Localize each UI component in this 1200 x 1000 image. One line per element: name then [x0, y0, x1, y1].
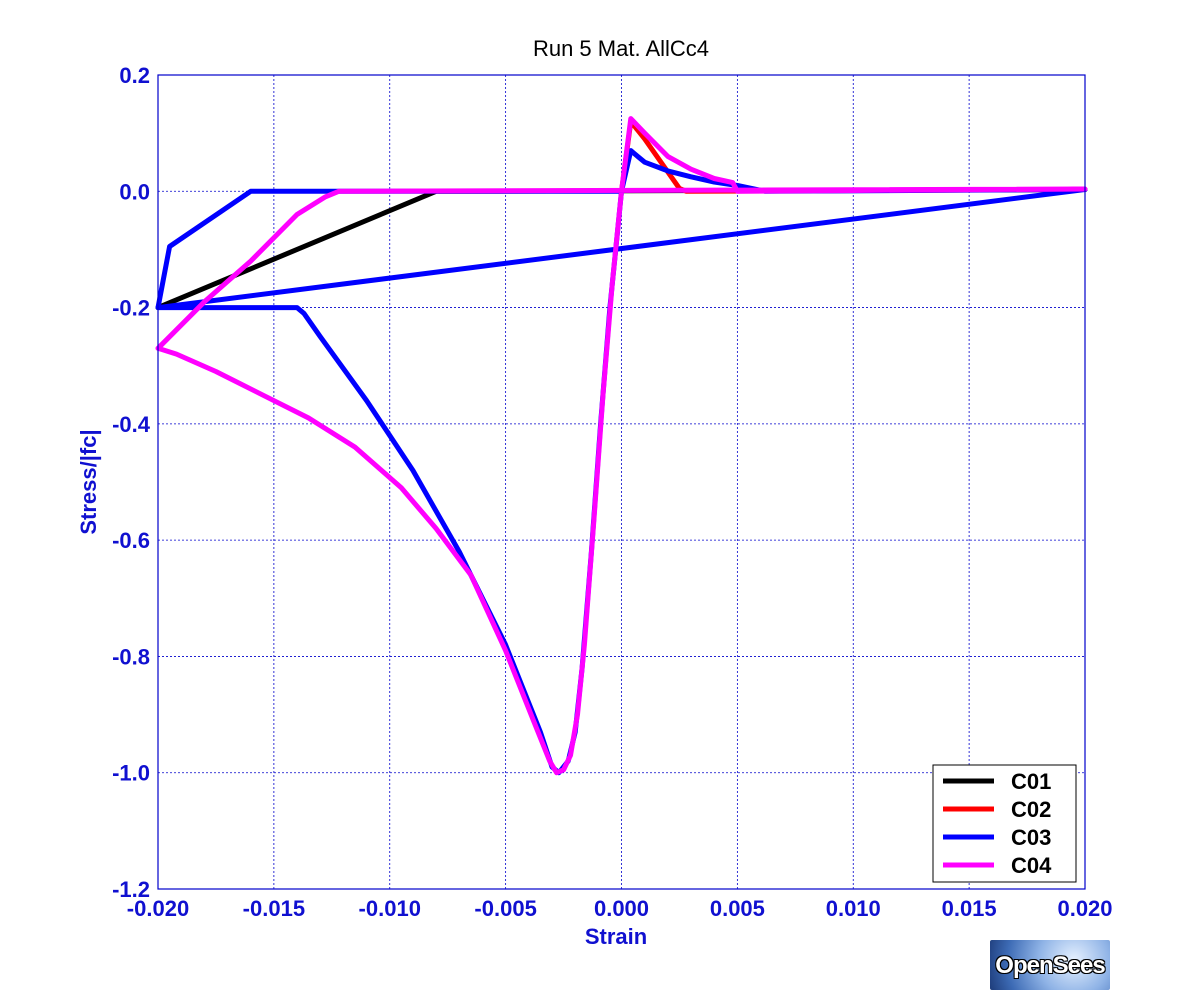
x-tick-label: -0.015	[243, 896, 305, 921]
legend-label-c01: C01	[1011, 769, 1051, 794]
y-tick-label: -0.2	[112, 296, 150, 321]
opensees-logo: OpenSees	[990, 940, 1110, 990]
x-tick-labels: -0.020 -0.015 -0.010 -0.005 0.000 0.005 0.010 0…	[127, 896, 1113, 921]
x-axis-label: Strain	[585, 924, 647, 949]
y-axis-label: Stress/|fc|	[76, 429, 101, 534]
legend: C01 C02 C03 C04	[932, 764, 1077, 883]
plot-frame	[157, 74, 1086, 890]
chart-title: Run 5 Mat. AllCc4	[533, 36, 709, 61]
y-tick-label: -0.8	[112, 644, 150, 669]
y-tick-label: 0.0	[119, 179, 150, 204]
y-tick-label: -0.4	[112, 412, 151, 437]
y-tick-label: -0.6	[112, 528, 150, 553]
legend-label-c04: C04	[1011, 853, 1052, 878]
y-tick-label: 0.2	[119, 63, 150, 88]
y-tick-labels: 0.2 0.0 -0.2 -0.4 -0.6 -0.8 -1.0 -1.2	[112, 63, 151, 902]
x-tick-label: -0.020	[127, 896, 189, 921]
series-line-c04	[155, 116, 1088, 776]
y-tick-label: -1.0	[112, 761, 150, 786]
x-tick-label: -0.005	[474, 896, 536, 921]
x-tick-label: 0.010	[826, 896, 881, 921]
legend-label-c02: C02	[1011, 797, 1051, 822]
x-tick-label: 0.020	[1057, 896, 1112, 921]
legend-label-c03: C03	[1011, 825, 1051, 850]
logo-text: OpenSees	[995, 952, 1105, 979]
x-tick-label: 0.005	[710, 896, 765, 921]
data-series	[155, 116, 1088, 776]
y-tick-label: -1.2	[112, 877, 150, 902]
x-tick-label: 0.015	[942, 896, 997, 921]
x-tick-label: 0.000	[594, 896, 649, 921]
x-tick-label: -0.010	[359, 896, 421, 921]
legend-box	[932, 764, 1077, 883]
